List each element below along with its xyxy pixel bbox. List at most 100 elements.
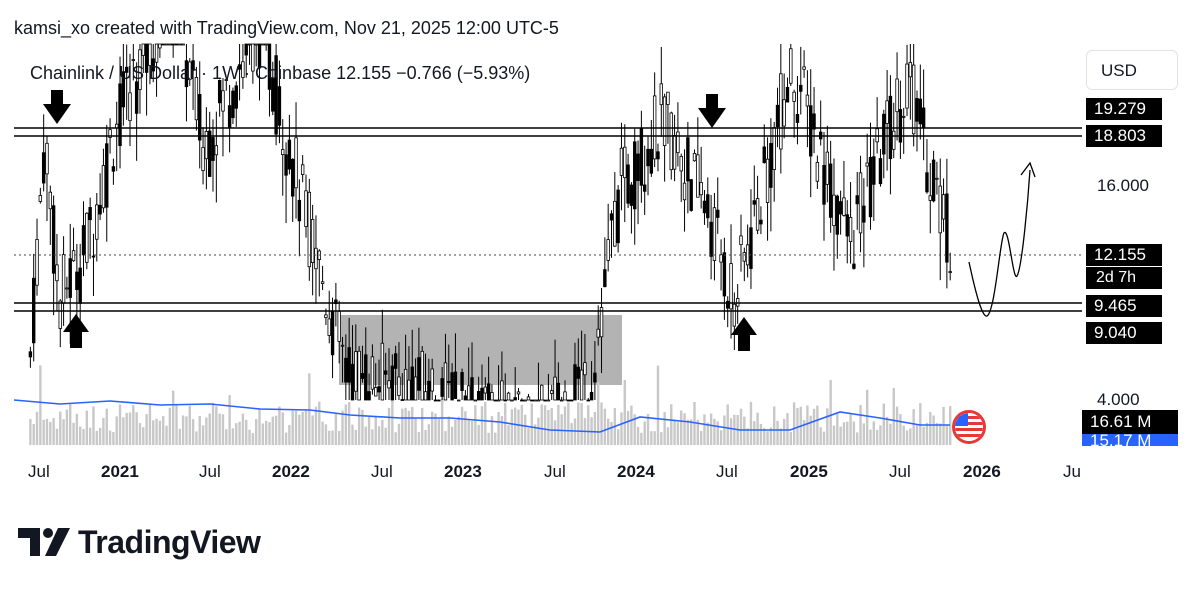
time-label: Jul [371, 462, 393, 481]
volume-bar [842, 422, 846, 445]
volume-bar [414, 417, 417, 445]
volume-bar [318, 401, 321, 445]
candle-body [380, 342, 385, 401]
candle-body [78, 267, 82, 304]
candle-body [450, 372, 454, 401]
candle-body [161, 43, 165, 46]
volume-bar [344, 404, 348, 445]
volume-bar [467, 419, 470, 445]
candle-body [473, 399, 478, 402]
volume-bar [839, 426, 842, 445]
volume-bar [852, 421, 856, 445]
volume-bar [510, 409, 514, 445]
tradingview-logo-icon [18, 528, 70, 556]
up-arrow-icon [63, 314, 89, 348]
candle-body [639, 128, 644, 186]
volume-bar [29, 419, 32, 445]
time-label-year: 2023 [444, 462, 482, 481]
candle-body [397, 376, 401, 396]
time-label: Jul [544, 462, 566, 481]
volume-bar [889, 423, 892, 445]
candle-body [164, 43, 169, 46]
volume-bar [763, 428, 766, 445]
candle-body [799, 84, 803, 92]
volume-bar [261, 423, 265, 445]
candle-body [915, 98, 919, 122]
volume-bar [357, 407, 361, 445]
candle-body [908, 62, 913, 78]
volume-bar [361, 409, 364, 445]
candle-body [483, 386, 488, 394]
candle-body [151, 58, 155, 72]
candle-body [420, 350, 424, 401]
projection-arrow-head [1020, 161, 1036, 178]
candle-body [775, 104, 780, 128]
volume-bar [646, 413, 650, 445]
volume-bar [367, 415, 371, 445]
candle-body [742, 252, 747, 262]
candle-body [609, 213, 614, 221]
candle-body [563, 391, 567, 401]
candle-body [496, 399, 501, 402]
volume-bar [384, 427, 387, 445]
candle-body [716, 209, 720, 218]
candle-body [672, 135, 677, 170]
volume-bar [577, 402, 580, 445]
time-label: Jul [199, 462, 221, 481]
candle-body [304, 190, 308, 227]
candle-body [257, 43, 262, 69]
volume-bar [404, 407, 407, 445]
candle-body [274, 55, 278, 135]
volume-bar [689, 419, 693, 445]
volume-bar [201, 425, 205, 445]
candle-body [649, 148, 654, 174]
volume-bar [397, 423, 401, 445]
candle-body [579, 369, 584, 401]
volume-bar [288, 425, 291, 445]
volume-bar [829, 380, 832, 445]
time-label: Jul [889, 462, 911, 481]
attribution-text: kamsi_xo created with TradingView.com, N… [14, 18, 559, 38]
volume-bar [809, 415, 812, 445]
tradingview-logo[interactable]: TradingView [18, 522, 261, 562]
candle-body [410, 366, 414, 401]
volume-bar [112, 432, 115, 445]
volume-bar [188, 405, 191, 445]
candle-body [795, 114, 800, 123]
candle-body [214, 145, 219, 156]
volume-bar [460, 406, 464, 445]
volume-bar [324, 424, 328, 445]
candle-body [247, 43, 252, 46]
volume-bar [895, 406, 899, 445]
candle-body [702, 200, 707, 214]
volume-bar [391, 387, 394, 445]
candle-body [885, 100, 889, 124]
volume-bar [55, 428, 59, 445]
candle-body [413, 376, 418, 401]
volume-bar [447, 416, 450, 445]
volume-bar [776, 420, 779, 445]
candle-body [719, 254, 723, 263]
candle-body [935, 177, 939, 180]
candle-body [148, 43, 152, 66]
volume-bar [567, 402, 570, 445]
candle-body [921, 107, 926, 129]
candle-body [526, 396, 531, 401]
candle-body [154, 43, 159, 63]
volume-bar [351, 424, 354, 445]
candle-body [194, 77, 199, 121]
candle-body [324, 314, 328, 318]
us-flag-icon[interactable] [952, 410, 986, 444]
volume-bar [537, 417, 540, 445]
candle-body [433, 399, 438, 402]
candle-body [184, 60, 189, 88]
candle-body [749, 227, 753, 269]
currency-selector[interactable] [1086, 50, 1178, 90]
volume-bar [52, 418, 55, 445]
candle-body [503, 399, 507, 402]
candle-body [141, 43, 145, 56]
volume-bar [155, 418, 158, 445]
candle-body [437, 399, 441, 402]
volume-bar [816, 405, 819, 445]
